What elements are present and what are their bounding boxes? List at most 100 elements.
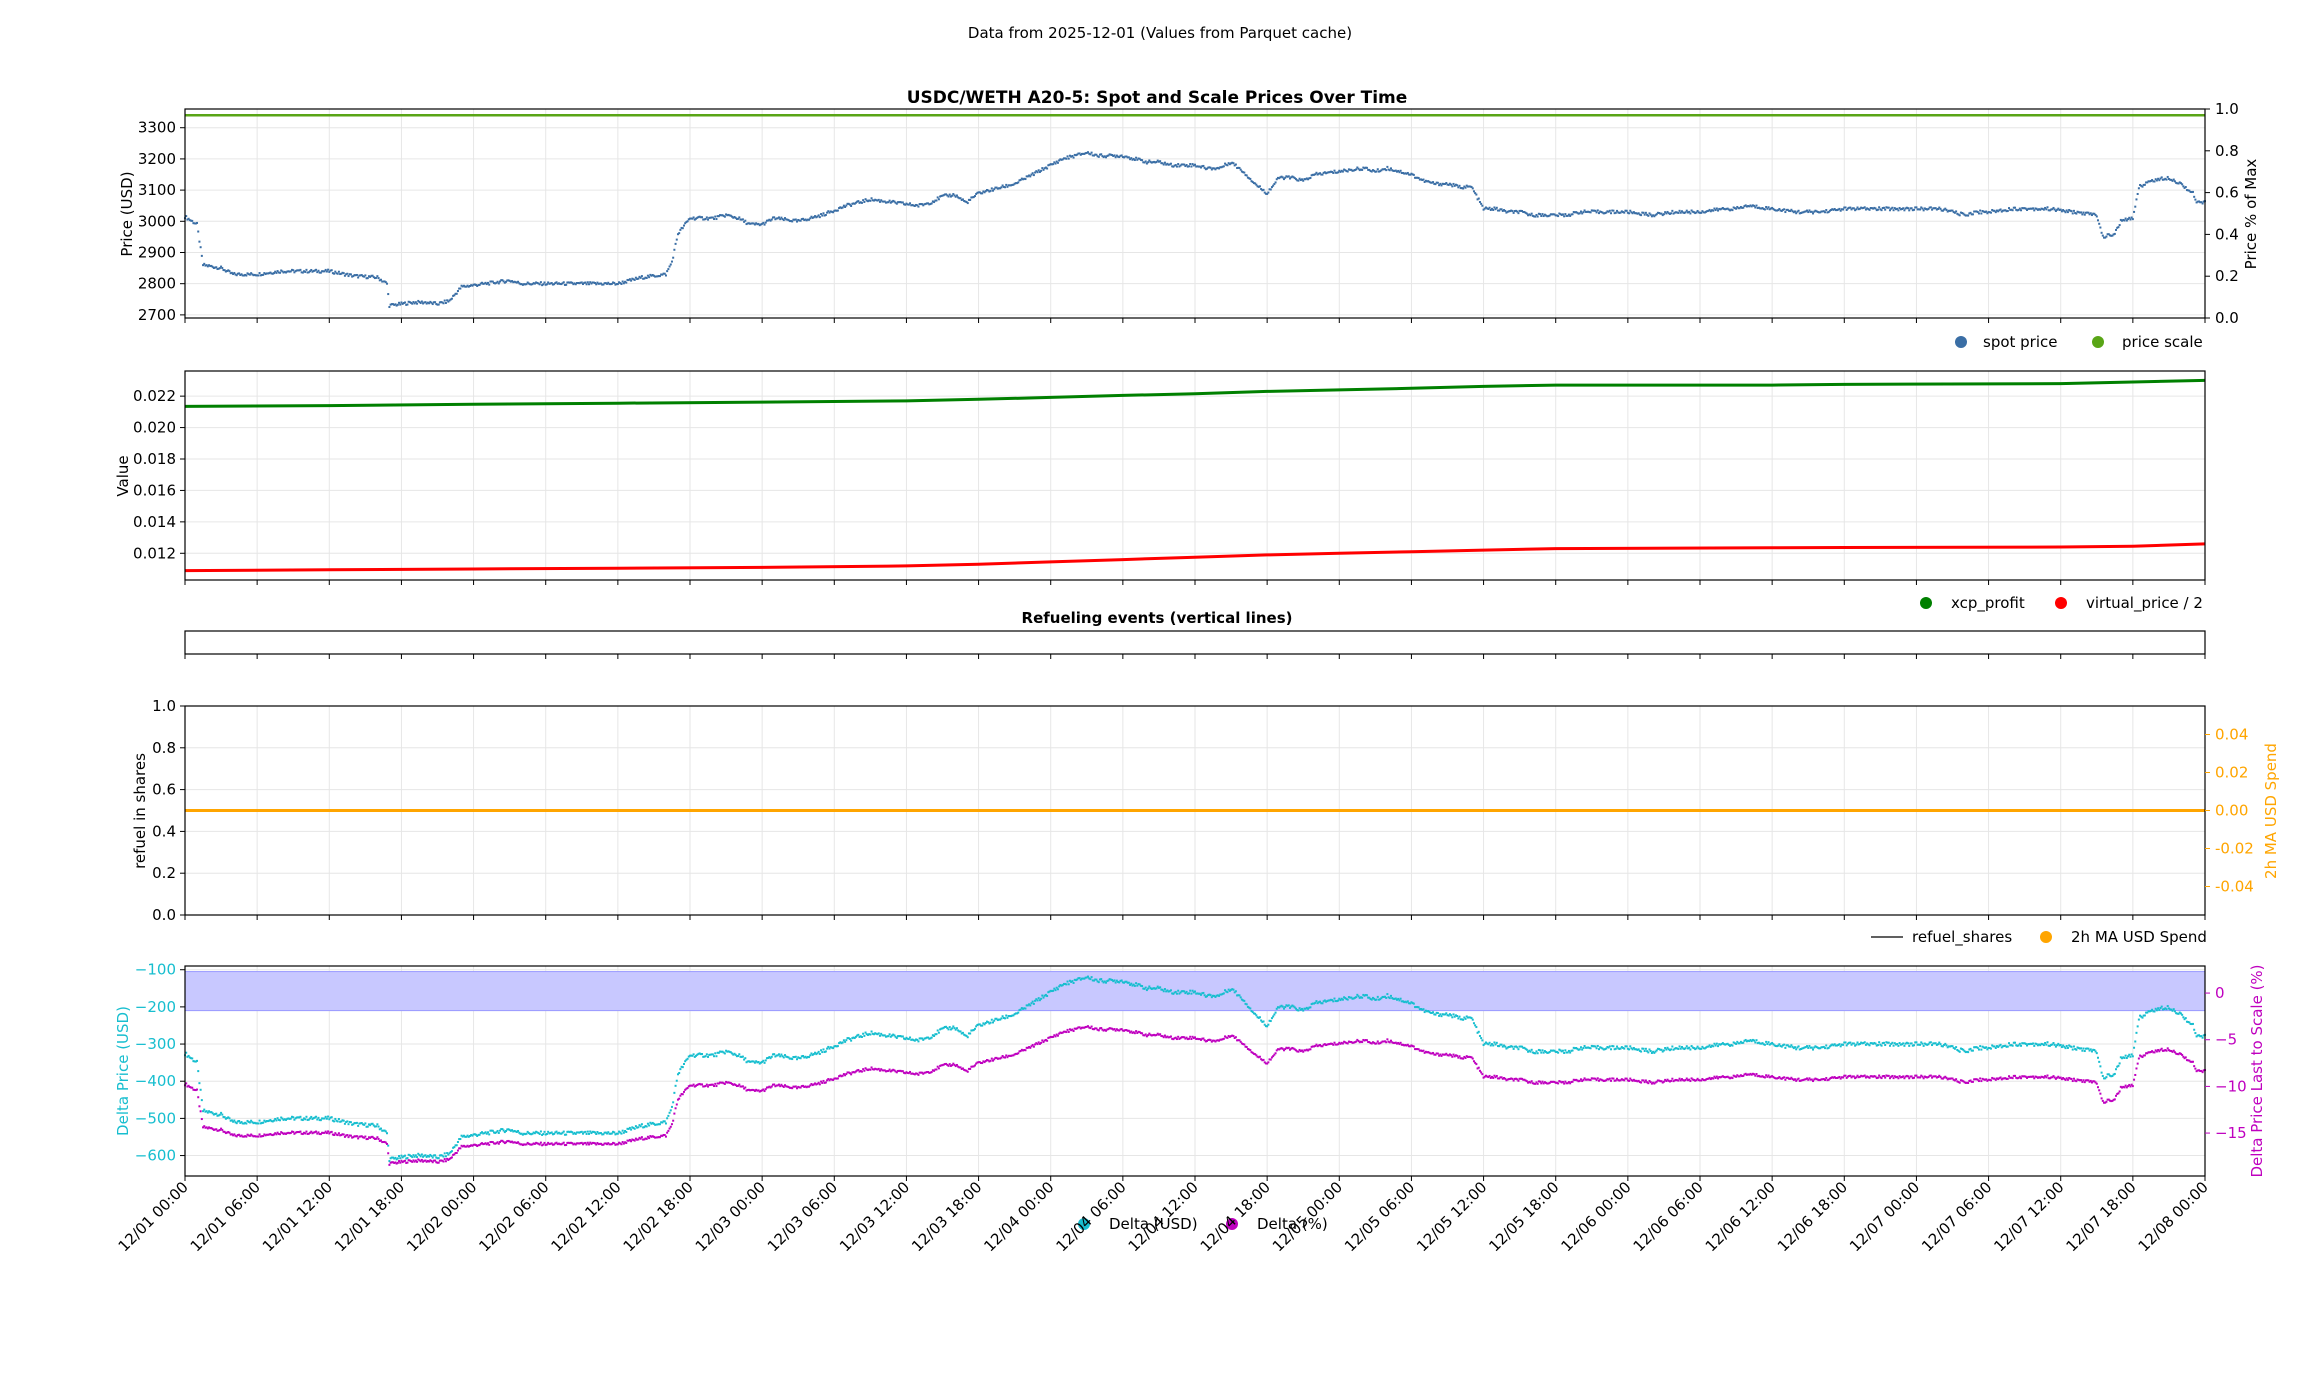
delta-pct-point (1513, 1077, 1516, 1080)
delta-pct-point (1863, 1074, 1866, 1077)
delta-pct-point (1207, 1038, 1210, 1041)
spot-price-point (1837, 208, 1840, 211)
delta-pct-point (1821, 1078, 1824, 1081)
delta-usd-point (1208, 993, 1211, 996)
delta-usd-point (1789, 1045, 1792, 1048)
spot-price-point (1279, 176, 1282, 179)
spot-price-point (993, 188, 996, 191)
delta-usd-point (1647, 1051, 1650, 1054)
spot-price-point (1836, 209, 1839, 212)
delta-pct-point (906, 1071, 909, 1074)
spot-price-point (2136, 192, 2139, 195)
spot-price-point (586, 281, 589, 284)
delta-pct-point (1867, 1076, 1870, 1079)
delta-usd-point (1679, 1047, 1682, 1050)
delta-pct-point (1848, 1074, 1851, 1077)
spot-price-point (1649, 213, 1652, 216)
delta-pct-point (1257, 1056, 1260, 1059)
delta-usd-point (895, 1036, 898, 1039)
delta-usd-point (673, 1091, 676, 1094)
delta-usd-point (424, 1154, 427, 1157)
spot-price-point (1785, 208, 1788, 211)
delta-usd-point (377, 1125, 380, 1128)
spot-price-point (1624, 209, 1627, 212)
delta-usd-point (1049, 989, 1052, 992)
delta-usd-point (1457, 1017, 1460, 1020)
delta-usd-point (1506, 1046, 1509, 1049)
delta-usd-point (907, 1038, 910, 1041)
spot-price-point (455, 292, 458, 295)
delta-pct-point (1139, 1032, 1142, 1035)
delta-usd-point (1400, 1000, 1403, 1003)
spot-price-point (1072, 156, 1075, 159)
spot-price-point (1975, 210, 1978, 213)
spot-price-point (1216, 166, 1219, 169)
delta-usd-point (512, 1130, 515, 1133)
spot-price-point (1363, 167, 1366, 170)
spot-price-point (378, 279, 381, 282)
delta-pct-point (560, 1143, 563, 1146)
delta-usd-point (628, 1126, 631, 1129)
delta-pct-point (1656, 1079, 1659, 1082)
delta-usd-point (692, 1053, 695, 1056)
delta-usd-point (1836, 1044, 1839, 1047)
delta-pct-point (927, 1071, 930, 1074)
delta-pct-point (256, 1135, 259, 1138)
delta-pct-point (1548, 1081, 1551, 1084)
delta-pct-point (406, 1161, 409, 1164)
delta-pct-point (1668, 1080, 1671, 1083)
delta-pct-point (1589, 1079, 1592, 1082)
delta-usd-point (1787, 1045, 1790, 1048)
delta-pct-point (425, 1160, 428, 1163)
spot-price-point (1887, 206, 1890, 209)
delta-usd-point (1888, 1044, 1891, 1047)
delta-pct-point (1879, 1076, 1882, 1079)
spot-price-point (1269, 188, 1272, 191)
delta-usd-point (1468, 1016, 1471, 1019)
spot-price-point (2113, 232, 2116, 235)
spot-price-point (1301, 178, 1304, 181)
delta-pct-point (1212, 1039, 1215, 1042)
delta-usd-point (412, 1154, 415, 1157)
delta-pct-point (1159, 1033, 1162, 1036)
delta-usd-point (1909, 1042, 1912, 1045)
delta-pct-point (347, 1136, 350, 1139)
spot-price-point (251, 273, 254, 276)
spot-price-point (1523, 211, 1526, 214)
spot-price-point (298, 269, 301, 272)
delta-usd-point (1846, 1042, 1849, 1045)
spot-price-point (806, 218, 809, 221)
spot-price-point (2068, 209, 2071, 212)
delta-pct-point (1557, 1082, 1560, 1085)
delta-pct-point (1694, 1079, 1697, 1082)
delta-pct-point (1849, 1074, 1852, 1077)
delta-usd-point (717, 1051, 720, 1054)
delta-pct-point (839, 1074, 842, 1077)
delta-usd-point (1757, 1041, 1760, 1044)
delta-usd-point (1041, 994, 1044, 997)
delta-usd-point (863, 1034, 866, 1037)
delta-usd-point (333, 1120, 336, 1123)
delta-pct-point (1558, 1080, 1561, 1083)
spot-price-point (414, 301, 417, 304)
delta-usd-point (1022, 1007, 1025, 1010)
delta-usd-point (1046, 995, 1049, 998)
spot-price-point (841, 206, 844, 209)
delta-usd-point (893, 1034, 896, 1037)
delta-usd-point (1166, 989, 1169, 992)
spot-price-point (815, 216, 818, 219)
spot-price-point (1499, 208, 1502, 211)
delta-usd-point (821, 1051, 824, 1054)
delta-usd-point (1398, 999, 1401, 1002)
spot-price-point (1800, 211, 1802, 214)
delta-usd-point (1149, 987, 1152, 990)
delta-usd-point (1364, 994, 1367, 997)
delta-usd-point (1474, 1024, 1477, 1027)
delta-pct-point (925, 1071, 928, 1074)
delta-pct-point (1028, 1046, 1031, 1049)
delta-pct-point (963, 1068, 966, 1071)
spot-price-point (1159, 160, 1162, 163)
delta-usd-point (1359, 996, 1362, 999)
delta-usd-point (1598, 1048, 1600, 1051)
spot-price-point (2197, 200, 2200, 203)
